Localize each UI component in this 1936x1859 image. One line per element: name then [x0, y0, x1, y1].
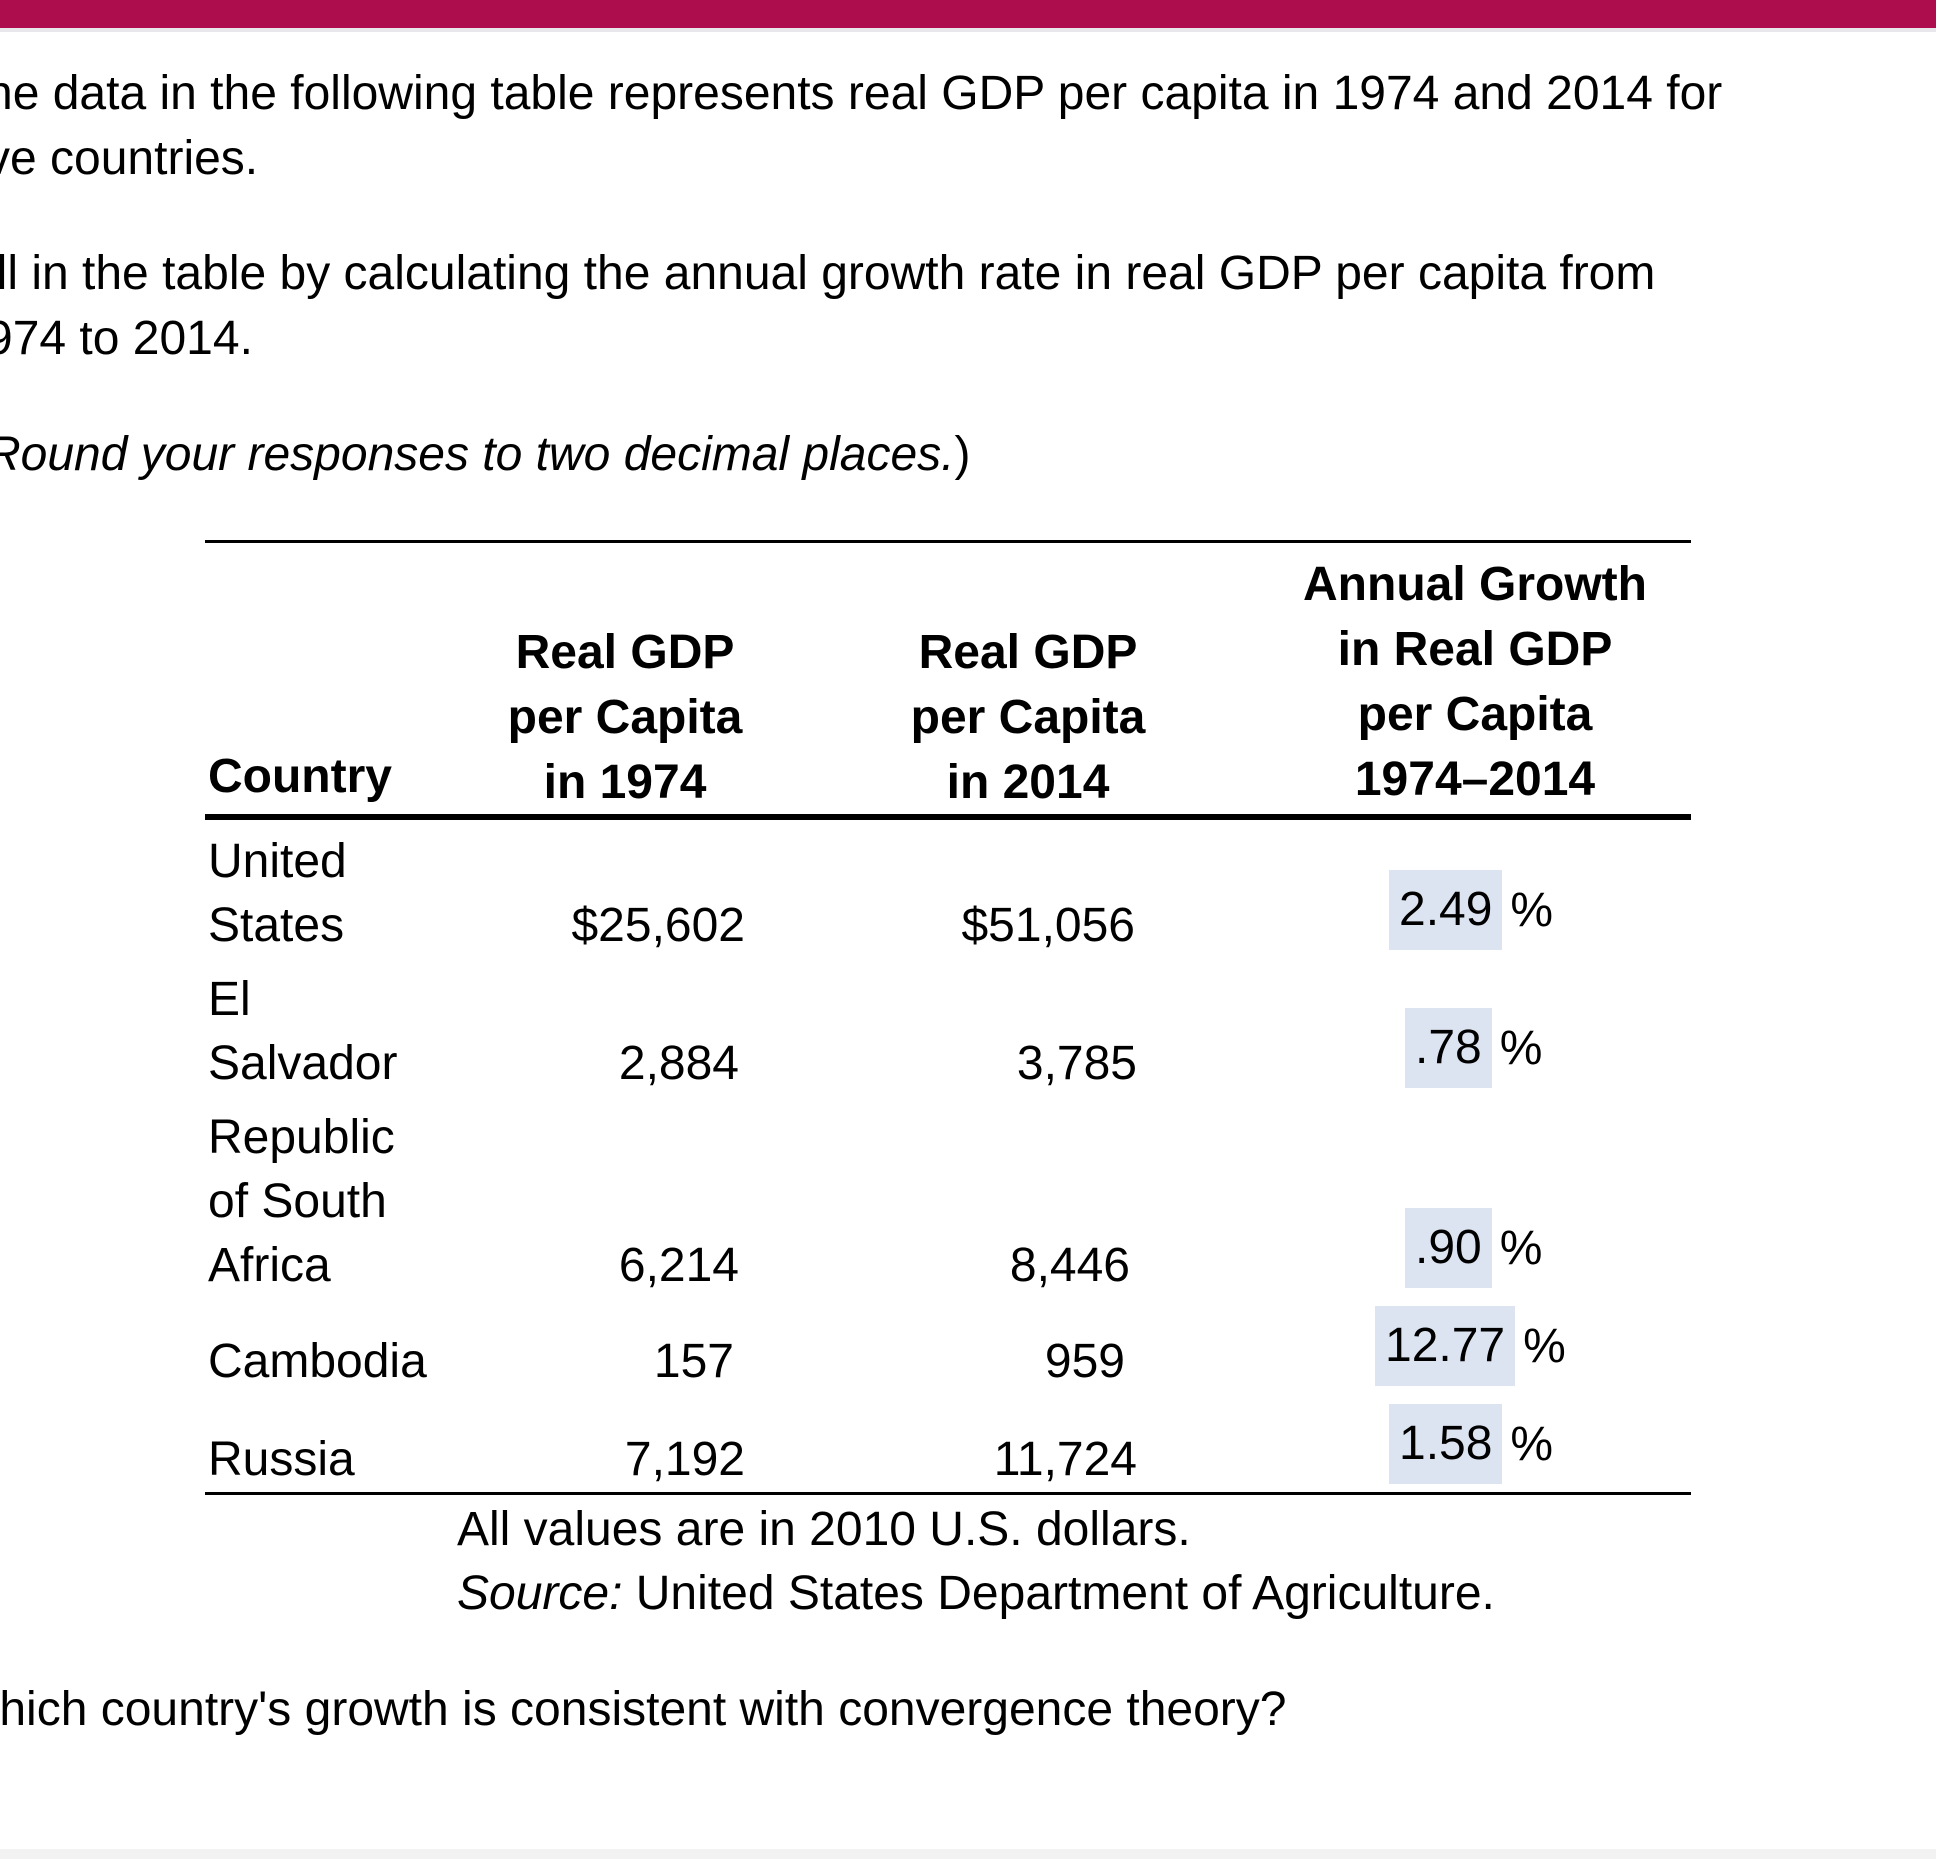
row-ru-growth: 1.58 % [1389, 1404, 1553, 1484]
table-top-rule [205, 540, 1691, 543]
header-gdp-1974-line: per Capita [507, 691, 743, 744]
row-sv-gdp-2014: 3,785 [1016, 1037, 1137, 1090]
percent-sign: % [1510, 883, 1554, 937]
growth-answer-field[interactable]: 1.58 [1389, 1404, 1503, 1484]
header-growth-line: 1974–2014 [1354, 753, 1596, 806]
row-sv-gdp-1974: 2,884 [618, 1037, 739, 1090]
percent-sign: % [1499, 1221, 1543, 1275]
row-ru-gdp-1974: 7,192 [624, 1433, 745, 1486]
header-growth-line: in Real GDP [1337, 623, 1613, 676]
header-gdp-1974-line: in 1974 [543, 756, 707, 809]
growth-answer-field[interactable]: .78 [1405, 1008, 1492, 1088]
top-bar-shadow [0, 28, 1936, 32]
source-text: United States Department of Agriculture. [622, 1567, 1495, 1620]
row-us-gdp-2014: $51,056 [961, 899, 1135, 952]
row-sv-country-line: El [208, 973, 251, 1026]
growth-answer-field[interactable]: 2.49 [1389, 870, 1503, 950]
instruction-line-2: 974 to 2014. [0, 312, 253, 365]
row-za-gdp-2014: 8,446 [1009, 1239, 1130, 1292]
table-note-source: Source: United States Department of Agri… [457, 1562, 1495, 1626]
instruction-line-1: ill in the table by calculating the annu… [0, 247, 1656, 300]
rounding-note-suffix: ) [954, 428, 971, 481]
bottom-strip [0, 1849, 1936, 1859]
intro-line-1: he data in the following table represent… [0, 67, 1723, 120]
growth-answer-field[interactable]: .90 [1405, 1208, 1492, 1288]
header-growth: Annual Growth in Real GDP per Capita 197… [1265, 552, 1685, 812]
percent-sign: % [1523, 1319, 1566, 1373]
row-za-country-line: Africa [208, 1239, 331, 1292]
question-text: /hich country's growth is consistent wit… [0, 1678, 1286, 1742]
table-note-values: All values are in 2010 U.S. dollars. [457, 1503, 1191, 1556]
row-sv-country-line: Salvador [208, 1037, 398, 1090]
header-gdp-1974-line: Real GDP [515, 626, 735, 679]
header-gdp-2014: Real GDP per Capita in 2014 [878, 620, 1178, 815]
row-za-gdp-1974: 6,214 [618, 1239, 739, 1292]
question-body: hich country's growth is consistent with… [0, 1683, 1287, 1736]
growth-answer-field[interactable]: 12.77 [1375, 1306, 1516, 1386]
source-label: Source: [457, 1567, 623, 1620]
rounding-note: Round your responses to two decimal plac… [0, 423, 971, 487]
row-us-country-line: States [208, 899, 345, 952]
percent-sign: % [1510, 1417, 1554, 1471]
header-country: Country [208, 750, 392, 803]
header-growth-line: Annual Growth [1303, 558, 1647, 611]
row-za-growth: .90 % [1405, 1208, 1542, 1288]
row-sv-growth: .78 % [1405, 1008, 1542, 1088]
row-us-gdp-1974: $25,602 [571, 899, 745, 952]
rounding-note-text: Round your responses to two decimal plac… [0, 428, 955, 481]
row-kh-gdp-2014: 959 [1044, 1335, 1125, 1388]
row-us-growth: 2.49 % [1389, 870, 1553, 950]
row-za-country-line: Republic [208, 1111, 395, 1164]
row-kh-gdp-1974: 157 [653, 1335, 734, 1388]
percent-sign: % [1499, 1021, 1543, 1075]
top-accent-bar [0, 0, 1936, 28]
intro-line-2: ve countries. [0, 132, 259, 185]
table-bottom-rule [205, 1492, 1691, 1495]
header-gdp-1974: Real GDP per Capita in 1974 [475, 620, 775, 815]
header-gdp-2014-line: Real GDP [918, 626, 1138, 679]
header-gdp-2014-line: in 2014 [946, 756, 1110, 809]
row-za-country-line: of South [208, 1175, 387, 1228]
row-us-country-line: United [208, 835, 347, 888]
table-header-rule [205, 814, 1691, 820]
row-ru-country: Russia [208, 1433, 355, 1486]
row-ru-gdp-2014: 11,724 [993, 1433, 1137, 1486]
row-kh-growth: 12.77 % [1375, 1306, 1566, 1386]
header-growth-line: per Capita [1357, 688, 1593, 741]
row-kh-country: Cambodia [208, 1335, 427, 1388]
header-gdp-2014-line: per Capita [910, 691, 1146, 744]
